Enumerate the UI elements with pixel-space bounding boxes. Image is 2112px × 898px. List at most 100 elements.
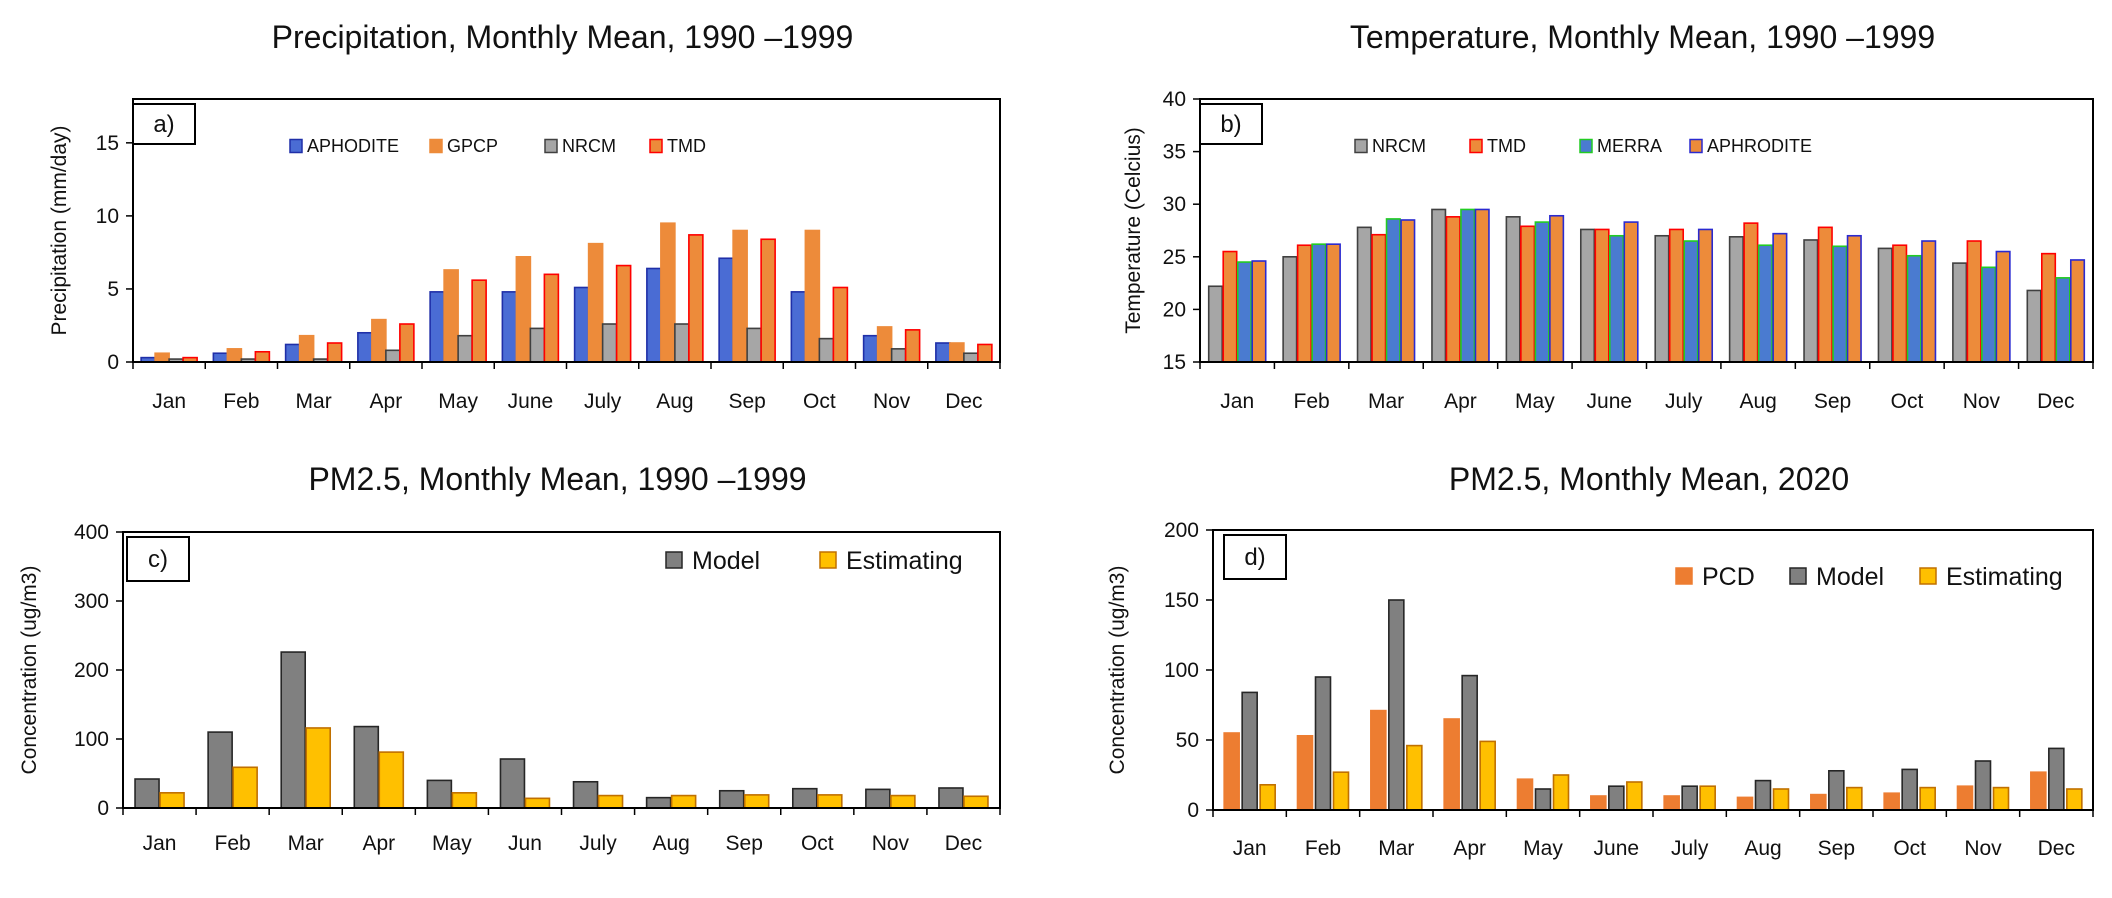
bar-nrcm-apr: [385, 349, 401, 363]
bar-estimating-apr: [378, 751, 405, 809]
bar-gpcp-july: [587, 242, 604, 363]
bar-estimating-may: [1552, 774, 1570, 811]
bar-tmd-feb: [1296, 244, 1312, 363]
bar-estimating-nov: [1992, 786, 2010, 811]
bar-estimating-mar: [305, 727, 332, 809]
bar-gpcp-dec: [949, 342, 965, 363]
bar-estimating-may: [451, 792, 478, 809]
bar-aphodite-mar: [284, 343, 301, 363]
bar-gpcp-aug: [660, 222, 676, 363]
bar-estimating-jan: [159, 792, 185, 809]
bar-gpcp-oct: [804, 229, 821, 363]
bar-estimating-feb: [1332, 771, 1350, 811]
chart-title: PM2.5, Monthly Mean, 1990 –1999: [308, 461, 806, 497]
bar-nrcm-oct: [818, 337, 835, 363]
bar-aphodite-june: [501, 291, 518, 363]
x-tick-label: Apr: [1444, 390, 1477, 413]
bar-nrcm-nov: [1952, 262, 1968, 363]
bar-nrcm-mar: [1356, 226, 1372, 363]
bar-aphodite-apr: [357, 331, 373, 363]
bar-model-mar: [280, 651, 307, 809]
bar-model-may: [1534, 788, 1552, 811]
x-tick-label: Nov: [872, 832, 910, 855]
bar-merra-nov: [1981, 266, 1997, 363]
bar-nrcm-apr: [1431, 208, 1447, 363]
panel-tag-box: [1199, 103, 1263, 145]
bar-estimating-feb: [232, 766, 258, 809]
legend-swatch-aphodite: [289, 138, 303, 154]
bar-nrcm-sep: [746, 327, 762, 363]
plot-frame: [122, 531, 1001, 809]
bar-nrcm-july: [1654, 234, 1670, 363]
x-tick-label: Oct: [1891, 390, 1924, 413]
x-tick-label: Dec: [2038, 837, 2075, 860]
bar-aphrodite-nov: [1995, 250, 2011, 363]
bar-model-nov: [865, 788, 891, 809]
bar-gpcp-may: [443, 269, 459, 363]
bar-aphodite-sep: [718, 257, 734, 363]
legend-label-aphodite: APHODITE: [307, 136, 399, 156]
x-tick-label: Aug: [1739, 390, 1776, 413]
bar-nrcm-june: [529, 327, 546, 363]
bar-model-jan: [134, 778, 160, 809]
plot-frame: [1199, 98, 2094, 363]
bar-nrcm-nov: [890, 348, 907, 363]
bar-tmd-july: [1668, 228, 1685, 363]
y-tick-label: 25: [1163, 246, 1186, 269]
bar-estimating-jan: [1259, 783, 1276, 811]
x-tick-label: Sep: [1818, 837, 1855, 860]
bar-estimating-sep: [1846, 786, 1863, 811]
x-tick-label: Dec: [2037, 390, 2074, 413]
x-tick-label: Aug: [656, 390, 693, 413]
bar-aphrodite-feb: [1325, 243, 1341, 363]
bar-aphrodite-aug: [1772, 232, 1788, 363]
bar-model-july: [1681, 785, 1698, 811]
x-tick-label: June: [1594, 837, 1640, 860]
bar-aphrodite-sep: [1846, 234, 1862, 363]
panel-tag: b): [1220, 111, 1241, 138]
y-axis-label: Precipitation (mm/day): [48, 125, 71, 335]
x-tick-label: Sep: [728, 390, 765, 413]
x-tick-label: Aug: [1744, 837, 1781, 860]
y-tick-label: 30: [1163, 193, 1186, 216]
x-tick-label: Mar: [296, 390, 332, 413]
bar-merra-july: [1683, 240, 1699, 363]
legend-swatch-tmd: [1469, 138, 1483, 154]
y-tick-label: 0: [97, 797, 109, 820]
bar-aphrodite-may: [1549, 214, 1565, 363]
bar-estimating-dec: [2066, 788, 2083, 811]
legend-swatch-model: [1789, 567, 1807, 585]
bar-model-aug: [1754, 779, 1772, 811]
plot-frame: [132, 98, 1001, 363]
y-tick-label: 0: [107, 351, 119, 374]
bar-aphodite-may: [429, 291, 445, 363]
bar-model-nov: [1974, 760, 1992, 811]
bar-tmd-feb: [254, 350, 271, 363]
bar-tmd-june: [1594, 228, 1610, 363]
bar-merra-feb: [1311, 243, 1327, 363]
bar-model-jan: [1241, 691, 1258, 811]
bar-tmd-june: [543, 273, 560, 363]
legend-swatch-aphrodite: [1689, 138, 1703, 154]
panel-tag: d): [1244, 544, 1265, 571]
x-tick-label: Aug: [652, 832, 689, 855]
bar-gpcp-sep: [732, 229, 748, 363]
x-tick-label: Nov: [873, 390, 911, 413]
bar-model-oct: [1901, 768, 1918, 811]
x-tick-label: Oct: [801, 832, 834, 855]
y-tick-label: 5: [107, 278, 119, 301]
bar-merra-aug: [1757, 244, 1773, 363]
x-tick-label: Jan: [1220, 390, 1254, 413]
y-axis-label: Concentration (ug/m3): [1106, 566, 1129, 775]
bar-aphrodite-apr: [1474, 208, 1490, 363]
x-tick-label: July: [1671, 837, 1709, 860]
bar-aphodite-feb: [212, 352, 229, 363]
bar-model-feb: [1314, 676, 1332, 811]
bar-model-sep: [1828, 769, 1845, 811]
legend-swatch-nrcm: [1354, 138, 1368, 154]
bar-model-dec: [2048, 747, 2065, 811]
y-tick-label: 200: [74, 659, 109, 682]
bar-pcd-oct: [1883, 792, 1900, 811]
x-tick-label: Feb: [215, 832, 251, 855]
bar-estimating-july: [597, 794, 624, 809]
